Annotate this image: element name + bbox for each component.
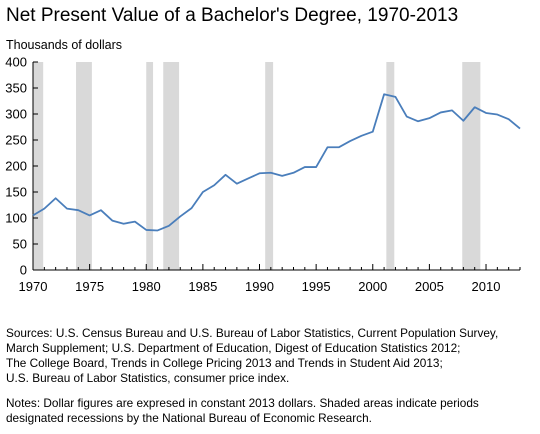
notes-line: Notes: Dollar figures are expresed in co…: [6, 396, 479, 410]
y-axis-unit-label: Thousands of dollars: [6, 38, 123, 52]
y-axis-ticks: 0 50 100 150 200 250 300 350 400: [5, 55, 38, 278]
chart-title: Net Present Value of a Bachelor's Degree…: [6, 5, 459, 26]
y-tick-label: 400: [5, 55, 27, 70]
x-tick-label: 1970: [19, 279, 48, 294]
chart-axes: [32, 62, 520, 271]
notes-text: Notes: Dollar figures are expresed in co…: [6, 396, 538, 426]
recession-band: [163, 62, 180, 270]
notes-line: designated recessions by the National Bu…: [6, 411, 372, 425]
y-tick-label: 50: [13, 237, 27, 252]
line-chart: 0 50 100 150 200 250 300 350 400 1970 1975 1980 198…: [5, 55, 521, 294]
y-tick-label: 150: [5, 185, 27, 200]
sources-line: March Supplement; U.S. Department of Edu…: [6, 341, 461, 355]
x-axis-ticks: 1970 1975 1980 1985 1990 1995 2000 2005 2010: [19, 264, 521, 294]
recession-band: [462, 62, 481, 270]
recession-band: [265, 62, 274, 270]
recession-band: [386, 62, 395, 270]
x-tick-label: 1990: [245, 279, 274, 294]
series-line: [32, 93, 521, 232]
y-tick-label: 100: [5, 211, 27, 226]
sources-line: The College Board, Trends in College Pri…: [6, 356, 443, 370]
y-tick-label: 200: [5, 159, 27, 174]
x-tick-label: 2000: [358, 279, 387, 294]
series-lines: [32, 93, 521, 232]
y-tick-label: 300: [5, 107, 27, 122]
recession-band: [33, 62, 44, 270]
recession-band: [76, 62, 92, 270]
y-tick-label: 0: [20, 263, 27, 278]
sources-line: U.S. Bureau of Labor Statistics, consume…: [6, 371, 290, 385]
y-tick-label: 250: [5, 133, 27, 148]
x-tick-label: 2010: [472, 279, 501, 294]
recession-shading: [33, 62, 481, 270]
x-tick-label: 1985: [188, 279, 217, 294]
y-tick-label: 350: [5, 81, 27, 96]
x-tick-label: 2005: [415, 279, 444, 294]
x-tick-label: 1975: [75, 279, 104, 294]
recession-band: [146, 62, 154, 270]
x-tick-label: 1980: [132, 279, 161, 294]
sources-line: Sources: U.S. Census Bureau and U.S. Bur…: [6, 326, 499, 340]
x-tick-label: 1995: [302, 279, 331, 294]
sources-note: Sources: U.S. Census Bureau and U.S. Bur…: [6, 326, 538, 386]
